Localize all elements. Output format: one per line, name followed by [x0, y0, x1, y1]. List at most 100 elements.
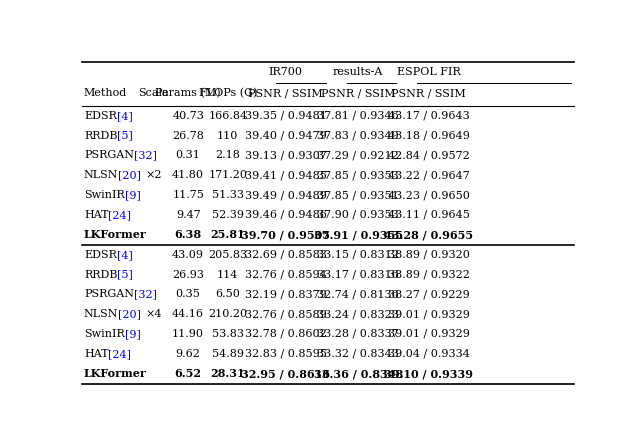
Text: [24]: [24] [108, 349, 131, 359]
Text: [20]: [20] [118, 170, 141, 180]
Text: 33.24 / 0.8323: 33.24 / 0.8323 [317, 309, 399, 319]
Text: 39.41 / 0.9485: 39.41 / 0.9485 [245, 170, 327, 180]
Text: [9]: [9] [125, 190, 141, 200]
Text: 32.76 / 0.8589: 32.76 / 0.8589 [245, 309, 326, 319]
Text: 44.16: 44.16 [172, 309, 204, 319]
Text: PSRGAN: PSRGAN [84, 289, 134, 299]
Text: Scale: Scale [138, 88, 169, 98]
Text: 37.91 / 0.9355: 37.91 / 0.9355 [314, 229, 403, 240]
Text: 51.33: 51.33 [212, 190, 244, 200]
Text: 39.35 / 0.9481: 39.35 / 0.9481 [245, 111, 327, 121]
Text: 0.35: 0.35 [176, 289, 200, 299]
Text: 2.18: 2.18 [216, 151, 240, 160]
Text: 39.40 / 0.9479: 39.40 / 0.9479 [245, 131, 326, 141]
Text: 166.84: 166.84 [208, 111, 248, 121]
Text: 38.89 / 0.9322: 38.89 / 0.9322 [388, 270, 470, 280]
Text: 114: 114 [217, 270, 239, 280]
Text: RRDB: RRDB [84, 131, 118, 141]
Text: 32.69 / 0.8583: 32.69 / 0.8583 [245, 250, 327, 260]
Text: 25.81: 25.81 [211, 229, 245, 240]
Text: LKFormer: LKFormer [84, 368, 147, 379]
Text: Params (M): Params (M) [156, 88, 221, 98]
Text: 32.19 / 0.8379: 32.19 / 0.8379 [245, 289, 326, 299]
Text: 6.38: 6.38 [175, 229, 202, 240]
Text: 39.13 / 0.9307: 39.13 / 0.9307 [245, 151, 326, 160]
Text: ×4: ×4 [145, 309, 162, 319]
Text: 39.10 / 0.9339: 39.10 / 0.9339 [384, 368, 473, 379]
Text: 43.18 / 0.9649: 43.18 / 0.9649 [388, 131, 470, 141]
Text: 54.89: 54.89 [212, 349, 244, 359]
Text: RRDB: RRDB [84, 270, 118, 280]
Text: 32.83 / 0.8595: 32.83 / 0.8595 [245, 349, 327, 359]
Text: 171.20: 171.20 [208, 170, 247, 180]
Text: 32.95 / 0.8616: 32.95 / 0.8616 [241, 368, 330, 379]
Text: 40.73: 40.73 [172, 111, 204, 121]
Text: 37.85 / 0.9351: 37.85 / 0.9351 [317, 190, 399, 200]
Text: HAT: HAT [84, 210, 108, 220]
Text: 9.47: 9.47 [176, 210, 200, 220]
Text: 39.70 / 0.9505: 39.70 / 0.9505 [241, 229, 330, 240]
Text: 42.84 / 0.9572: 42.84 / 0.9572 [388, 151, 470, 160]
Text: PSNR / SSIM: PSNR / SSIM [321, 88, 396, 98]
Text: 26.93: 26.93 [172, 270, 204, 280]
Text: 28.31: 28.31 [211, 368, 245, 379]
Text: 33.17 / 0.8316: 33.17 / 0.8316 [317, 270, 399, 280]
Text: EDSR: EDSR [84, 111, 117, 121]
Text: EDSR: EDSR [84, 250, 117, 260]
Text: 11.90: 11.90 [172, 329, 204, 339]
Text: [24]: [24] [108, 210, 131, 220]
Text: 39.01 / 0.9329: 39.01 / 0.9329 [388, 329, 470, 339]
Text: NLSN: NLSN [84, 170, 118, 180]
Text: [20]: [20] [118, 309, 141, 319]
Text: FLOPs (G): FLOPs (G) [198, 88, 257, 98]
Text: 33.32 / 0.8343: 33.32 / 0.8343 [317, 349, 399, 359]
Text: [32]: [32] [134, 151, 157, 160]
Text: SwinIR: SwinIR [84, 329, 125, 339]
Text: Method: Method [84, 88, 127, 98]
Text: 33.36 / 0.8348: 33.36 / 0.8348 [314, 368, 403, 379]
Text: LKFormer: LKFormer [84, 229, 147, 240]
Text: 43.11 / 0.9645: 43.11 / 0.9645 [388, 210, 470, 220]
Text: results-A: results-A [333, 67, 383, 77]
Text: [9]: [9] [125, 329, 141, 339]
Text: 6.50: 6.50 [216, 289, 240, 299]
Text: PSNR / SSIM: PSNR / SSIM [391, 88, 466, 98]
Text: 38.27 / 0.9229: 38.27 / 0.9229 [388, 289, 470, 299]
Text: 43.17 / 0.9643: 43.17 / 0.9643 [388, 111, 470, 121]
Text: 32.76 / 0.8594: 32.76 / 0.8594 [245, 270, 326, 280]
Text: 38.89 / 0.9320: 38.89 / 0.9320 [388, 250, 470, 260]
Text: 6.52: 6.52 [175, 368, 202, 379]
Text: 9.62: 9.62 [176, 349, 200, 359]
Text: NLSN: NLSN [84, 309, 118, 319]
Text: 37.81 / 0.9346: 37.81 / 0.9346 [317, 111, 399, 121]
Text: SwinIR: SwinIR [84, 190, 125, 200]
Text: 39.46 / 0.9486: 39.46 / 0.9486 [245, 210, 327, 220]
Text: 43.23 / 0.9650: 43.23 / 0.9650 [388, 190, 470, 200]
Text: 43.28 / 0.9655: 43.28 / 0.9655 [384, 229, 473, 240]
Text: [5]: [5] [118, 270, 133, 280]
Text: ESPOL FIR: ESPOL FIR [397, 67, 461, 77]
Text: 43.09: 43.09 [172, 250, 204, 260]
Text: 110: 110 [217, 131, 239, 141]
Text: 11.75: 11.75 [172, 190, 204, 200]
Text: 37.29 / 0.9212: 37.29 / 0.9212 [317, 151, 399, 160]
Text: PSRGAN: PSRGAN [84, 151, 134, 160]
Text: 32.74 / 0.8136: 32.74 / 0.8136 [317, 289, 399, 299]
Text: 0.31: 0.31 [176, 151, 200, 160]
Text: 33.28 / 0.8337: 33.28 / 0.8337 [317, 329, 399, 339]
Text: [4]: [4] [117, 111, 132, 121]
Text: [32]: [32] [134, 289, 157, 299]
Text: 37.90 / 0.9353: 37.90 / 0.9353 [317, 210, 399, 220]
Text: IR700: IR700 [269, 67, 303, 77]
Text: 53.83: 53.83 [212, 329, 244, 339]
Text: 32.78 / 0.8602: 32.78 / 0.8602 [245, 329, 326, 339]
Text: 39.04 / 0.9334: 39.04 / 0.9334 [388, 349, 470, 359]
Text: 52.39: 52.39 [212, 210, 244, 220]
Text: ×2: ×2 [145, 170, 162, 180]
Text: 33.15 / 0.8312: 33.15 / 0.8312 [317, 250, 399, 260]
Text: 37.85 / 0.9353: 37.85 / 0.9353 [317, 170, 399, 180]
Text: 210.20: 210.20 [208, 309, 248, 319]
Text: [4]: [4] [117, 250, 132, 260]
Text: 205.83: 205.83 [208, 250, 248, 260]
Text: 39.01 / 0.9329: 39.01 / 0.9329 [388, 309, 470, 319]
